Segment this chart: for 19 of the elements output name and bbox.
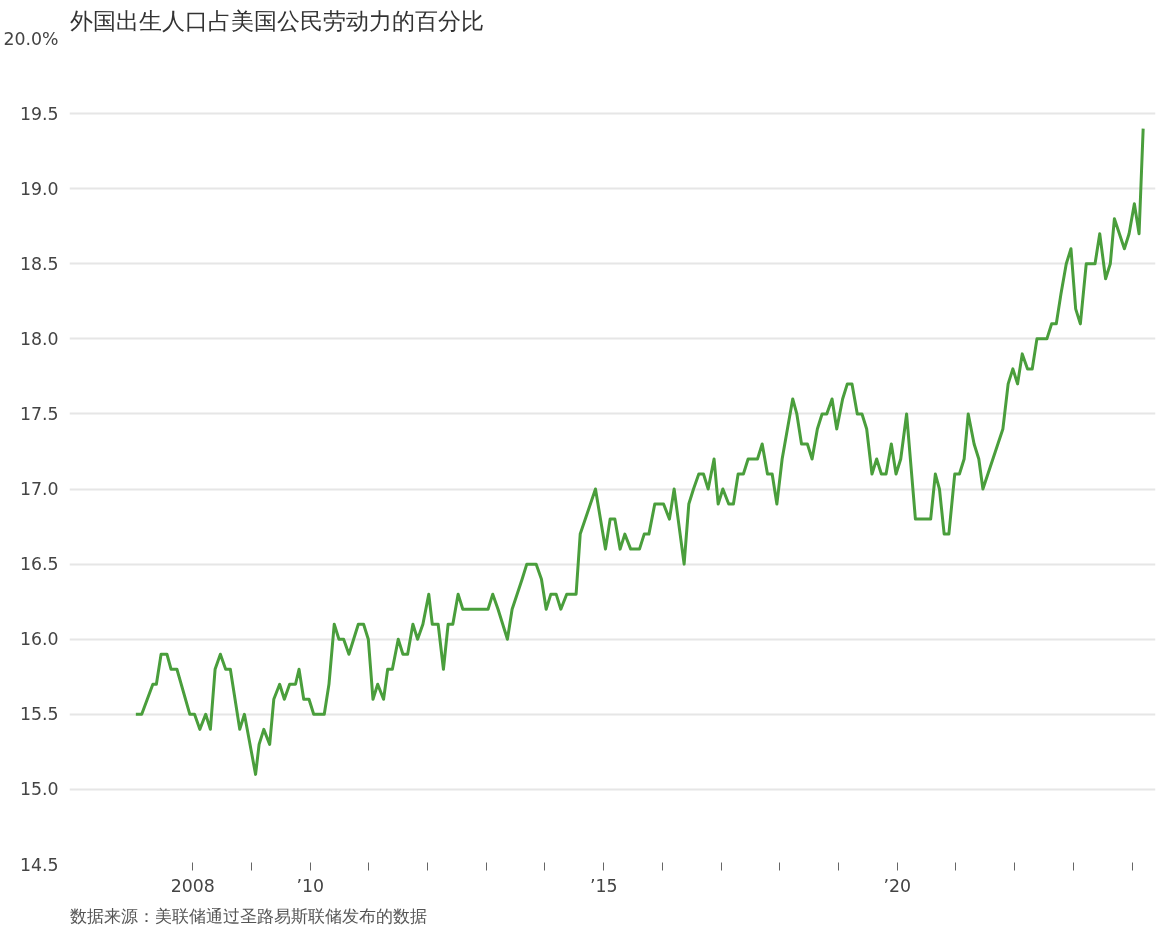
y-tick-label: 15.5	[19, 704, 59, 725]
source-note: 数据来源：美联储通过圣路易斯联储发布的数据	[69, 905, 427, 926]
line-series	[134, 127, 1145, 776]
y-tick-label: 16.0	[19, 629, 59, 650]
x-tick-label: ’20	[883, 875, 911, 896]
y-tick-label: 17.5	[19, 403, 59, 424]
y-tick-label: 16.5	[19, 554, 59, 575]
y-tick-label: 18.5	[19, 253, 59, 274]
y-tick-label: 15.0	[19, 779, 59, 800]
x-tick-label: 2008	[170, 875, 215, 896]
y-tick-label: 17.0	[19, 479, 59, 500]
y-tick-label: 14.5	[19, 854, 59, 875]
y-tick-label: 18.0	[19, 328, 59, 349]
x-tick-label: ’15	[589, 875, 618, 896]
chart-title: 外国出生人口占美国公民劳动力的百分比	[69, 7, 484, 34]
x-tick-label: ’10	[296, 875, 324, 896]
y-tick-label: 20.0%	[3, 28, 59, 49]
y-tick-label: 19.5	[19, 103, 59, 124]
y-tick-label: 19.0	[19, 178, 59, 199]
